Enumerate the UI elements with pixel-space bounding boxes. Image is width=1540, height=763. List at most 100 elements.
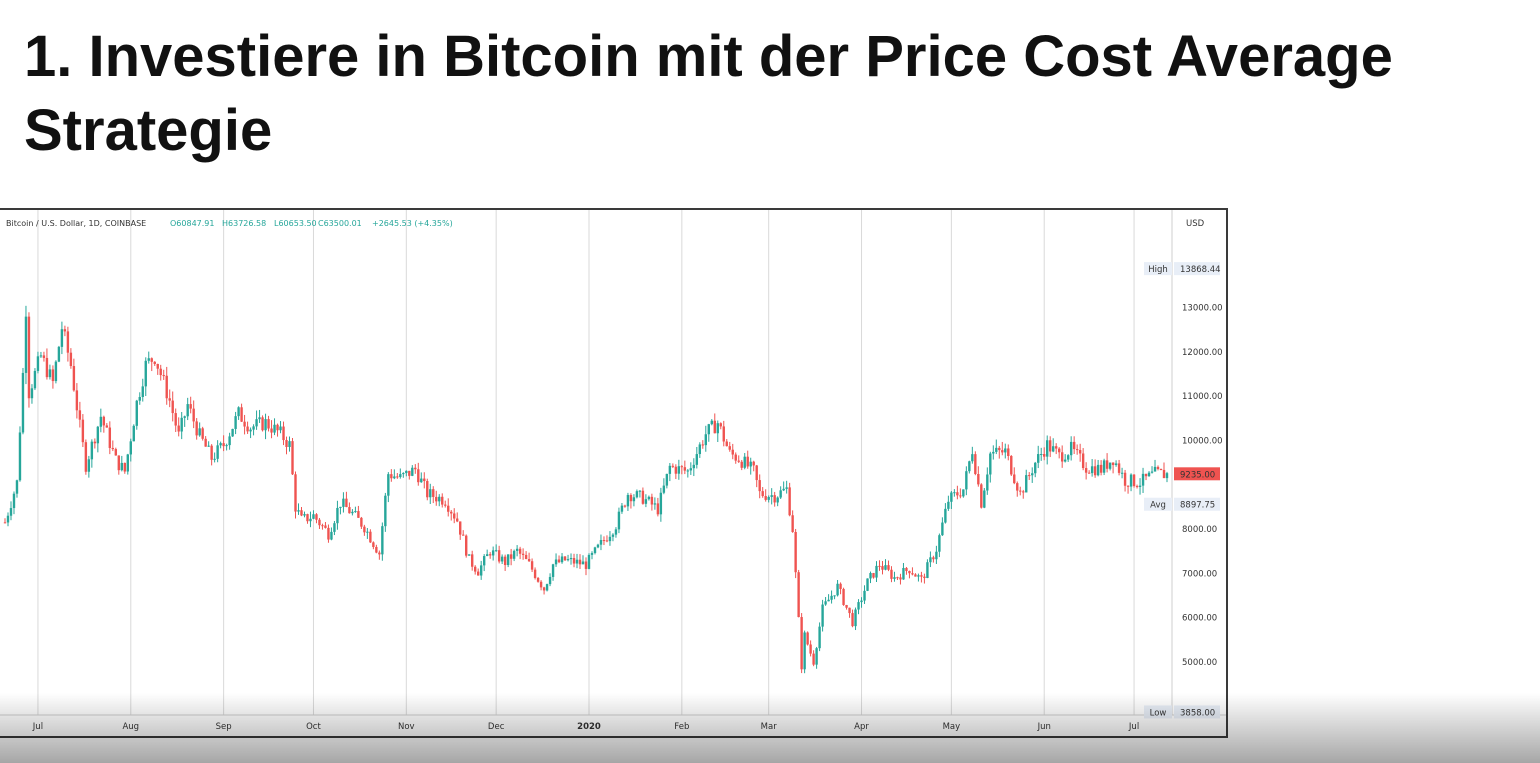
- candle-body: [339, 506, 342, 508]
- candle-body: [797, 572, 800, 618]
- candle-body: [806, 632, 809, 645]
- candle-body: [1129, 474, 1133, 487]
- candle-body: [716, 423, 719, 434]
- price-tick-label: 5000.00: [1182, 658, 1217, 668]
- candle-body: [683, 467, 687, 471]
- candle-body: [201, 428, 204, 439]
- candle-body: [611, 534, 615, 537]
- candle-body: [39, 355, 43, 357]
- chart-canvas[interactable]: Bitcoin / U.S. Dollar, 1D, COINBASE O608…: [0, 210, 1228, 738]
- candle-body: [75, 390, 79, 411]
- candle-body: [770, 495, 773, 497]
- candle-body: [216, 445, 219, 459]
- candle-body: [875, 565, 878, 578]
- candle-body: [324, 525, 327, 528]
- candle-body: [737, 460, 740, 462]
- candle-body: [509, 554, 513, 559]
- chart-symbol-label: Bitcoin / U.S. Dollar, 1D, COINBASE: [6, 219, 146, 228]
- candle-body: [273, 424, 276, 433]
- candle-body: [956, 492, 959, 496]
- candle-body: [294, 474, 297, 512]
- candle-body: [479, 565, 483, 576]
- candle-body: [117, 455, 121, 471]
- candle-body: [315, 514, 318, 520]
- candle-body: [728, 446, 731, 450]
- candle-body: [488, 554, 492, 556]
- candle-body: [809, 644, 812, 654]
- candle-body: [1126, 485, 1130, 487]
- candle-body: [530, 561, 534, 570]
- candles: [3, 305, 1169, 674]
- candle-body: [803, 632, 806, 670]
- candle-body: [1141, 473, 1145, 486]
- candle-body: [1120, 472, 1124, 474]
- candle-body: [539, 581, 543, 588]
- candle-body: [584, 561, 588, 569]
- candle-body: [213, 458, 216, 460]
- candle-body: [330, 531, 333, 540]
- candle-body: [1034, 462, 1037, 474]
- candle-body: [494, 550, 498, 552]
- candle-body: [69, 352, 73, 367]
- candle-body: [87, 459, 91, 472]
- candle-body: [653, 503, 657, 505]
- chart-low-value: L60653.50: [274, 219, 317, 228]
- candle-body: [303, 514, 306, 516]
- candle-body: [1096, 464, 1100, 476]
- candle-body: [677, 466, 681, 474]
- candle-body: [255, 419, 258, 427]
- candle-body: [429, 489, 432, 498]
- candle-body: [1078, 450, 1082, 454]
- candle-body: [887, 565, 890, 570]
- time-tick-label: Aug: [122, 722, 139, 732]
- candle-body: [632, 497, 636, 502]
- candle-body: [614, 529, 618, 535]
- candle-body: [366, 531, 369, 533]
- candle-body: [914, 574, 917, 577]
- candle-body: [237, 407, 240, 417]
- candle-body: [800, 617, 803, 670]
- candle-body: [1054, 446, 1058, 449]
- candle-body: [45, 357, 49, 378]
- candle-body: [827, 599, 830, 602]
- candle-body: [866, 578, 869, 591]
- candle-body: [617, 511, 621, 530]
- candle-body: [393, 476, 396, 479]
- candle-body: [102, 416, 106, 426]
- candle-body: [384, 495, 387, 527]
- candle-body: [578, 559, 582, 565]
- candle-body: [959, 495, 962, 497]
- candle-body: [405, 470, 408, 474]
- candle-body: [12, 493, 16, 509]
- candle-body: [773, 495, 776, 503]
- candle-body: [1025, 475, 1028, 493]
- candle-body: [1037, 454, 1040, 463]
- candle-body: [551, 564, 555, 577]
- candle-body: [518, 548, 522, 554]
- candle-body: [944, 508, 947, 523]
- candle-body: [1010, 455, 1013, 475]
- candle-body: [665, 473, 669, 486]
- candle-body: [132, 425, 135, 442]
- avg-marker-value-bg: [1174, 497, 1220, 511]
- candle-body: [123, 462, 126, 472]
- candle-body: [210, 445, 213, 460]
- candle-body: [629, 494, 633, 502]
- price-tick-label: 12000.00: [1182, 348, 1223, 358]
- price-chart[interactable]: Bitcoin / U.S. Dollar, 1D, COINBASE O608…: [0, 208, 1228, 738]
- candle-body: [731, 449, 734, 455]
- candle-body: [66, 331, 70, 353]
- price-axis: USD 13000.00 12000.00 11000.00 10000.00 8000.…: [1171, 210, 1223, 715]
- candle-body: [608, 536, 612, 542]
- candle-body: [1123, 472, 1127, 486]
- candle-body: [491, 550, 495, 556]
- candle-body: [57, 346, 61, 362]
- candle-body: [884, 565, 887, 570]
- candle-body: [234, 416, 237, 429]
- candle-body: [219, 443, 222, 446]
- candle-body: [980, 484, 983, 508]
- candle-body: [485, 554, 489, 557]
- candle-body: [267, 419, 270, 429]
- candle-body: [285, 440, 288, 447]
- candle-body: [1016, 483, 1019, 491]
